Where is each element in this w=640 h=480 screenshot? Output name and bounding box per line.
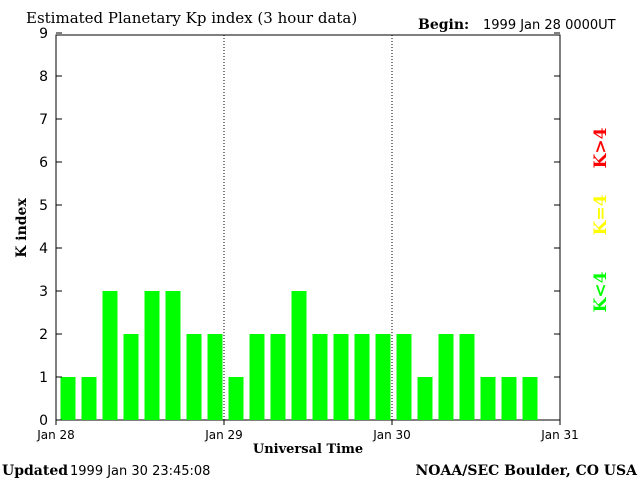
kp-bar — [333, 334, 349, 420]
y-axis-label: K index — [14, 198, 30, 258]
legend-k-equal-4: K=4 — [591, 194, 611, 235]
kp-bar — [165, 291, 181, 420]
y-axis-ticks: 0 1 2 3 4 5 6 7 8 9 — [39, 26, 560, 429]
y-tick-label: 4 — [39, 241, 48, 257]
y-tick-label: 1 — [39, 370, 48, 386]
kp-bar — [438, 334, 454, 420]
y-tick-label: 2 — [39, 327, 48, 343]
kp-bar — [417, 377, 433, 420]
kp-bar — [144, 291, 160, 420]
kp-bar — [102, 291, 118, 420]
plot-frame — [55, 34, 561, 421]
kp-bar — [354, 334, 370, 420]
kp-bar — [186, 334, 202, 420]
kp-bar — [522, 377, 538, 420]
kp-bar — [81, 377, 97, 420]
y-tick-label: 8 — [39, 69, 48, 85]
updated-label: Updated — [2, 463, 68, 479]
kp-bar — [312, 334, 328, 420]
kp-bar — [207, 334, 223, 420]
y-tick-label: 9 — [39, 26, 48, 42]
updated-value: 1999 Jan 30 23:45:08 — [70, 464, 210, 479]
kp-bar — [459, 334, 475, 420]
kp-bar — [270, 334, 286, 420]
kp-bar — [291, 291, 307, 420]
day-dividers — [223, 35, 393, 420]
y-tick-label: 7 — [39, 112, 48, 128]
kp-bar — [480, 377, 496, 420]
legend-k-less-4: K<4 — [591, 271, 611, 312]
begin-value: 1999 Jan 28 0000UT — [483, 18, 616, 33]
x-tick-label: Jan 28 — [36, 428, 75, 442]
begin-label: Begin: — [418, 17, 469, 33]
y-tick-label: 5 — [39, 198, 48, 214]
bar-series — [60, 291, 538, 420]
y-tick-label: 3 — [39, 284, 48, 300]
kp-bar — [60, 377, 76, 420]
source-credit: NOAA/SEC Boulder, CO USA — [416, 463, 639, 479]
y-tick-label: 0 — [39, 413, 48, 429]
x-tick-label: Jan 30 — [372, 428, 411, 442]
x-axis-ticks: Jan 28 Jan 29 Jan 30 Jan 31 — [36, 420, 579, 442]
x-axis-label: Universal Time — [253, 442, 363, 457]
kp-bar — [396, 334, 412, 420]
legend-k-greater-4: K>4 — [591, 127, 611, 168]
chart-title: Estimated Planetary Kp index (3 hour dat… — [26, 9, 357, 27]
x-tick-label: Jan 29 — [204, 428, 243, 442]
kp-bar — [249, 334, 265, 420]
kp-bar — [228, 377, 244, 420]
kp-bar — [375, 334, 391, 420]
x-tick-label: Jan 31 — [540, 428, 579, 442]
kp-bar — [501, 377, 517, 420]
y-tick-label: 6 — [39, 155, 48, 171]
kp-bar — [123, 334, 139, 420]
